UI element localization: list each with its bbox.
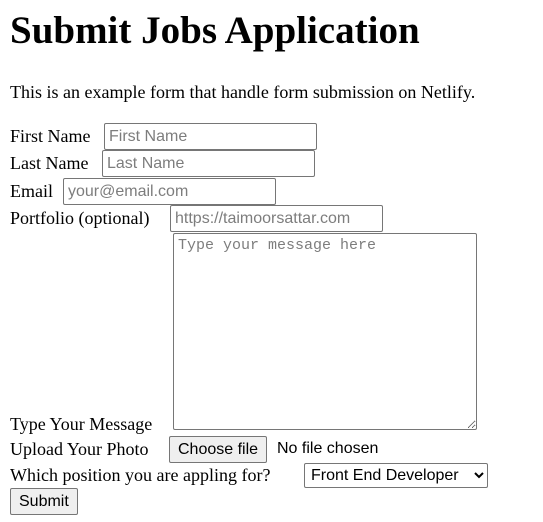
page-title: Submit Jobs Application xyxy=(10,9,420,52)
last-name-input[interactable] xyxy=(102,150,315,177)
message-textarea[interactable] xyxy=(173,233,477,430)
submit-button[interactable]: Submit xyxy=(10,488,78,515)
photo-label: Upload Your Photo xyxy=(10,439,149,459)
email-input[interactable] xyxy=(63,178,276,205)
file-status: No file chosen xyxy=(277,440,379,457)
position-select[interactable]: Front End Developer xyxy=(304,463,488,488)
position-label: Which position you are appling for? xyxy=(10,465,271,485)
first-name-label: First Name xyxy=(10,126,91,146)
intro-text: This is an example form that handle form… xyxy=(10,82,476,102)
message-label: Type Your Message xyxy=(10,414,153,434)
last-name-label: Last Name xyxy=(10,153,89,173)
email-label: Email xyxy=(10,181,53,201)
first-name-input[interactable] xyxy=(104,123,317,150)
portfolio-label: Portfolio (optional) xyxy=(10,208,150,228)
portfolio-input[interactable] xyxy=(170,205,383,232)
choose-file-button[interactable]: Choose file xyxy=(169,436,268,463)
